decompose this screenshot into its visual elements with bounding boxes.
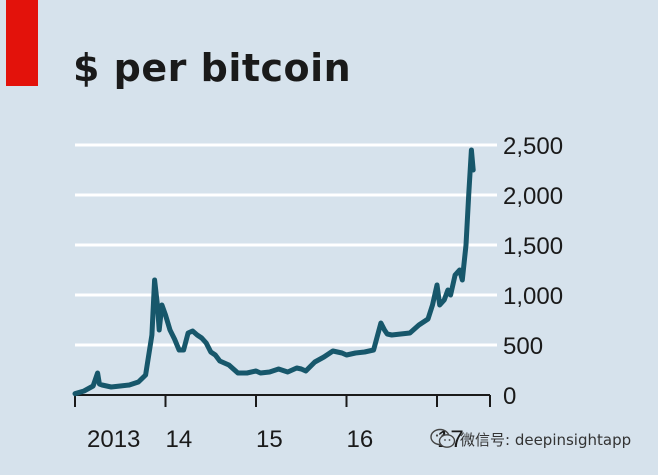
y-tick-label: 2,500	[503, 133, 563, 160]
x-tick-label: 14	[166, 426, 193, 453]
x-tick-label: 15	[256, 426, 283, 453]
y-tick-label: 500	[503, 333, 543, 360]
series-line	[72, 147, 476, 397]
watermark-text: 微信号: deepinsightapp	[460, 430, 632, 449]
accent-bar	[6, 0, 38, 86]
chart-title: $ per bitcoin	[73, 46, 352, 90]
y-tick-label: 2,000	[503, 183, 563, 210]
y-tick-label: 0	[503, 383, 516, 410]
x-tick-label: 16	[347, 426, 374, 453]
y-tick-label: 1,500	[503, 233, 563, 260]
y-tick-label: 1,000	[503, 283, 563, 310]
watermark: 微信号: deepinsightapp	[430, 428, 631, 450]
wechat-icon	[430, 428, 456, 448]
x-tick-label: 2013	[87, 426, 140, 453]
